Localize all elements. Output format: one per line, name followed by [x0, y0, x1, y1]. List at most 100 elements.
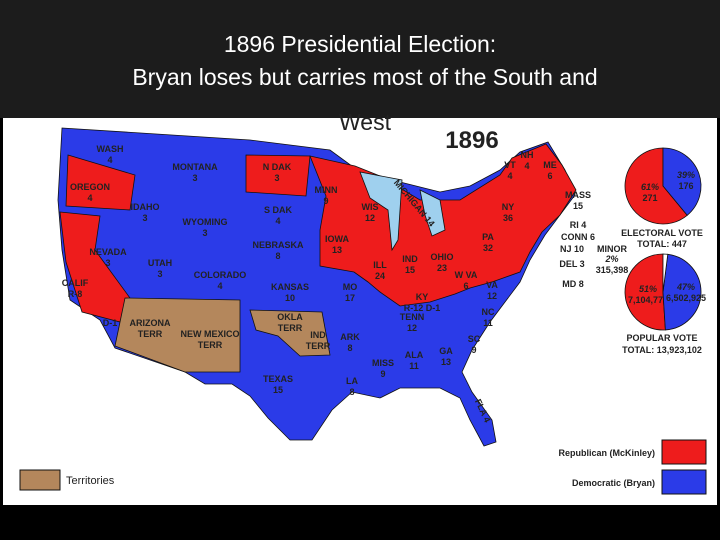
- pie-slice: [662, 253, 702, 331]
- state-label: S DAK: [264, 205, 293, 215]
- state-label: NEBRASKA: [252, 240, 304, 250]
- state-label: IDAHO: [131, 202, 160, 212]
- state-label: MINN: [315, 185, 338, 195]
- state-label: D-1: [103, 318, 118, 328]
- state-label: ARK: [340, 332, 360, 342]
- pie-slice: [624, 147, 688, 225]
- pie-count: 176: [678, 181, 693, 191]
- state-label: 9: [323, 196, 328, 206]
- pie-title: ELECTORAL VOTE: [621, 228, 703, 238]
- state-label: WYOMING: [183, 217, 228, 227]
- state-label: KY: [416, 292, 429, 302]
- pie-title: POPULAR VOTE: [626, 333, 697, 343]
- region-republican: [65, 154, 136, 211]
- state-label: WASH: [97, 144, 124, 154]
- state-label: R-8: [68, 289, 83, 299]
- pie-total: TOTAL: 447: [637, 239, 687, 249]
- state-label: 3: [192, 173, 197, 183]
- title: 1896 Presidential Election:: [224, 31, 496, 57]
- map: [57, 127, 577, 447]
- pie-count: 7,104,779: [628, 295, 668, 305]
- pie-slice: [624, 253, 666, 331]
- pie-count: 315,398: [596, 265, 629, 275]
- state-label: NJ 10: [560, 244, 584, 254]
- state-label: 36: [503, 213, 513, 223]
- title-band: [0, 0, 720, 118]
- pie-percent: 51%: [639, 284, 657, 294]
- state-label: ME: [543, 160, 557, 170]
- pie-count: 271: [642, 193, 657, 203]
- legend-swatch: [661, 439, 707, 465]
- great-lakes: [359, 171, 403, 252]
- state-label: MISS: [372, 358, 394, 368]
- pie-total: TOTAL: 13,923,102: [622, 345, 702, 355]
- state-label: 12: [407, 323, 417, 333]
- state-label: 8: [349, 387, 354, 397]
- pie-slice: [662, 147, 702, 216]
- state-label: W VA: [455, 270, 478, 280]
- state-label: LA: [346, 376, 358, 386]
- legend-label: Republican (McKinley): [558, 448, 655, 458]
- state-label: UTAH: [148, 258, 172, 268]
- great-lakes: [419, 189, 446, 237]
- state-label: VA: [486, 280, 498, 290]
- state-label: OKLA: [277, 312, 303, 322]
- state-label: MD 8: [562, 279, 584, 289]
- state-label: 10: [285, 293, 295, 303]
- minor-label: MINOR: [597, 244, 627, 254]
- state-label: N DAK: [263, 162, 292, 172]
- state-label: MASS: [565, 190, 591, 200]
- state-label: ARIZONA: [130, 318, 171, 328]
- state-label: NEW MEXICO: [180, 329, 239, 339]
- state-label: TENN: [400, 312, 425, 322]
- state-label: 11: [483, 318, 493, 328]
- title: West: [339, 109, 392, 135]
- state-label: 13: [441, 357, 451, 367]
- state-label: OHIO: [430, 252, 453, 262]
- state-label: ALA: [405, 350, 424, 360]
- state-label: 4: [275, 216, 280, 226]
- state-label: 3: [142, 213, 147, 223]
- state-label: 15: [273, 385, 283, 395]
- state-label: 12: [487, 291, 497, 301]
- territory-swatch: [19, 469, 61, 491]
- state-label: CONN 6: [561, 232, 595, 242]
- state-label: NY: [502, 202, 515, 212]
- state-label: PA: [482, 232, 494, 242]
- state-label: NC: [482, 307, 495, 317]
- state-label: 4: [107, 155, 112, 165]
- state-label: 4: [87, 193, 92, 203]
- state-label: TERR: [138, 329, 163, 339]
- state-label: 13: [332, 245, 342, 255]
- state-label: DEL 3: [559, 259, 584, 269]
- pie-percent: 39%: [677, 170, 695, 180]
- state-label: 11: [409, 361, 419, 371]
- pie-percent: 47%: [676, 282, 695, 292]
- state-label: SC: [468, 334, 481, 344]
- state-label: TEXAS: [263, 374, 293, 384]
- state-label: 3: [274, 173, 279, 183]
- state-label: COLORADO: [194, 270, 247, 280]
- state-label: 15: [573, 201, 583, 211]
- state-label: 9: [380, 369, 385, 379]
- state-label: RI 4: [570, 220, 587, 230]
- state-label: 3: [105, 258, 110, 268]
- state-label: 17: [345, 293, 355, 303]
- state-label: IND: [310, 330, 326, 340]
- state-label: 3: [202, 228, 207, 238]
- state-label: R-12 D-1: [404, 303, 441, 313]
- state-label: 3: [157, 269, 162, 279]
- state-label: 4: [507, 171, 512, 181]
- map-year: 1896: [445, 127, 498, 154]
- pie-slice: [662, 253, 669, 293]
- legend-swatch: [661, 469, 707, 495]
- title: Bryan loses but carries most of the Sout…: [132, 64, 597, 90]
- state-label: TERR: [278, 323, 303, 333]
- pie-percent: 61%: [641, 182, 659, 192]
- state-label: TERR: [306, 341, 331, 351]
- state-label: MONTANA: [172, 162, 218, 172]
- state-label: IOWA: [325, 234, 349, 244]
- state-label: NEVADA: [89, 247, 127, 257]
